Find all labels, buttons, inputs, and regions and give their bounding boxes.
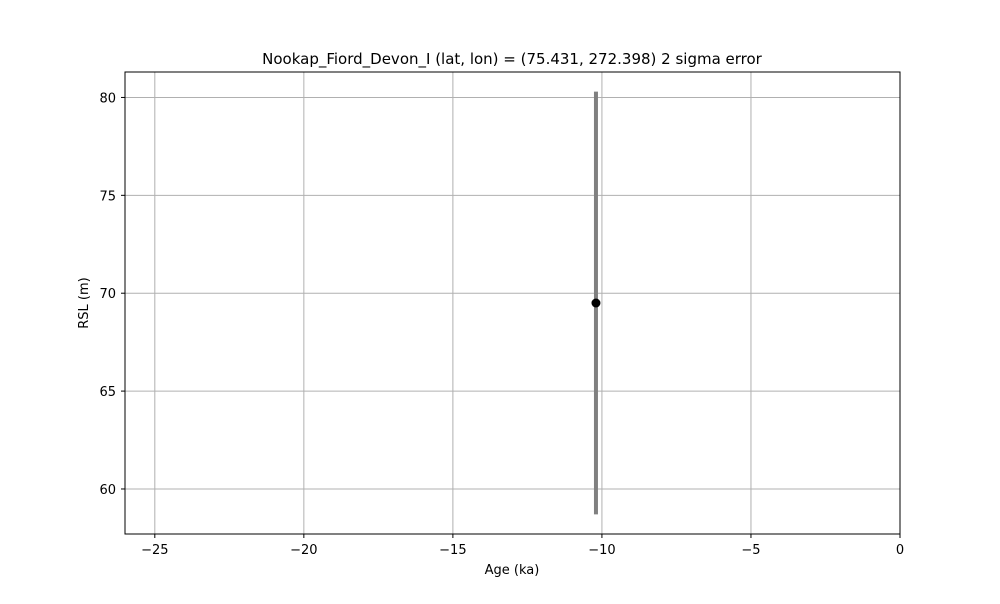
plot-frame [124,71,901,535]
x-axis-label: Age (ka) [485,563,540,578]
y-tick-label: 70 [99,287,116,302]
x-tick-label: −10 [588,543,615,558]
x-tick-label: −5 [741,543,760,558]
y-tick-label: 80 [99,91,116,106]
y-axis-label: RSL (m) [77,277,92,328]
x-tick-label: −15 [439,543,466,558]
y-tick-label: 65 [99,385,116,400]
data-layer [591,91,601,515]
x-tick-label: −25 [141,543,168,558]
y-tick-label: 75 [99,189,116,204]
tick-layer: −25 −20 −15 −10 −5 0 60 65 70 75 80 [99,91,904,558]
chart-title: Nookap_Fiord_Devon_I (lat, lon) = (75.43… [262,50,763,69]
data-point [591,298,601,308]
x-tick-label: 0 [896,543,904,558]
x-tick-label: −20 [290,543,317,558]
y-tick-label: 60 [99,483,116,498]
